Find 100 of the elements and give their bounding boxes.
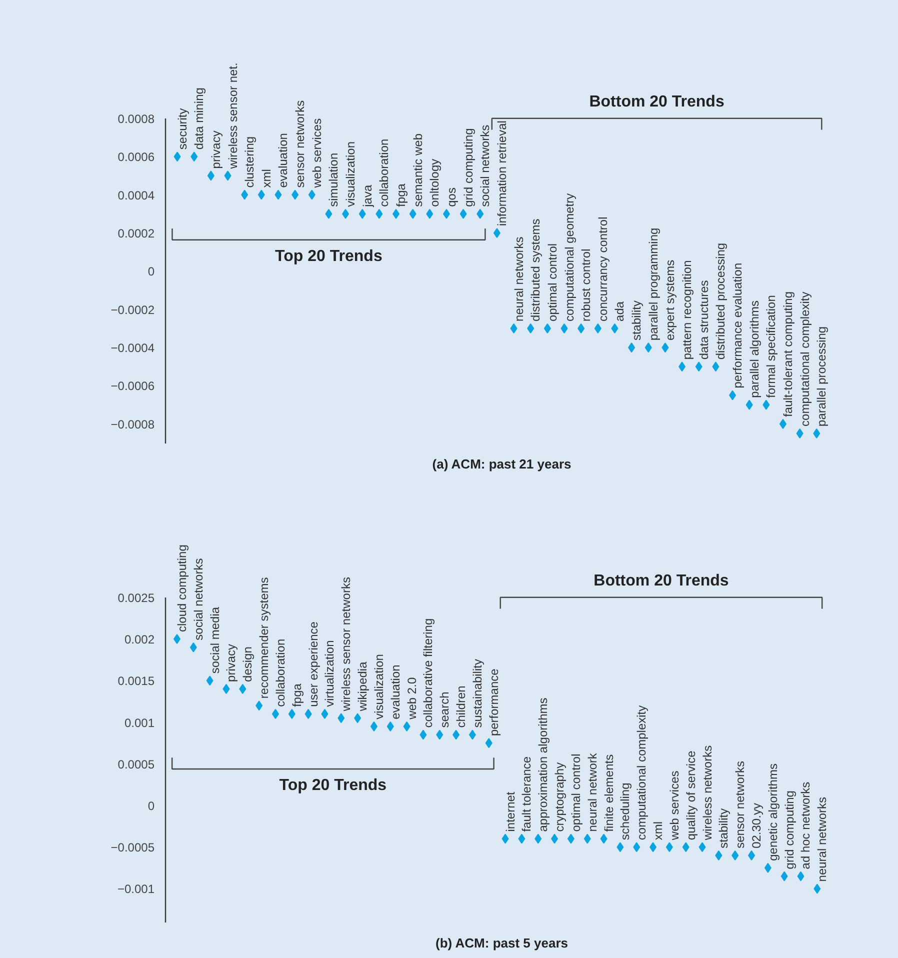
point [534,834,542,844]
point [256,700,263,711]
category-label: quality of service [684,750,698,840]
point [682,842,690,852]
y-tick-label: 0.001 [124,716,155,730]
point [510,323,518,334]
category-label: neural networks [815,796,830,882]
category-label: stability [630,300,644,341]
point [442,208,450,219]
point [551,834,558,844]
category-label: wireless sensor networks [339,577,354,712]
category-label: neural networks [512,236,526,322]
text: (b) ACM: past 5 years [436,936,568,950]
category-label: parallel algorithms [747,300,762,398]
category-label: privacy [224,644,238,682]
point [206,676,214,686]
point [325,208,332,219]
category-label: finite elements [602,754,616,832]
point [628,342,636,353]
point [797,871,804,882]
point [715,850,722,860]
point [567,834,574,844]
category-label: pattern recognition [680,260,694,360]
point [403,721,410,732]
point [780,871,788,882]
category-label: wireless networks [700,745,714,840]
category-label: fpga [394,184,408,207]
point [764,862,772,873]
point [814,884,821,894]
point [729,390,736,400]
point [518,834,526,844]
category-label: scheduling [618,782,632,840]
category-label: sensor networks [293,100,308,188]
category-label: cloud computing [174,544,189,632]
category-label: grid computing [782,790,796,870]
category-label: social networks [478,124,492,207]
point [712,362,720,372]
point [560,323,568,334]
point [420,730,427,740]
point [502,834,509,844]
point [452,730,460,740]
point [292,190,299,200]
point [600,834,608,844]
point [662,342,669,353]
category-label: genetic algorithms [766,764,780,861]
point [272,708,279,719]
category-label: collaboration [377,138,392,207]
category-label: xml [259,169,274,188]
category-label: children [454,686,468,728]
category-label: parallel processing [814,326,829,426]
point [796,428,804,438]
point [376,208,383,219]
point [633,842,640,852]
category-label: ad hoc networks [798,782,813,870]
point [762,400,770,410]
y-tick-label: 0.0002 [118,226,155,240]
category-label: internet [503,792,518,832]
point [308,190,316,200]
y-tick-label: −0.0004 [110,341,155,356]
y-tick-label: 0 [148,798,155,813]
category-label: optimal control [568,754,583,832]
point [732,850,739,860]
category-label: expert systems [663,260,678,341]
category-label: visualization [344,142,358,207]
category-label: wireless sensor net. [226,62,240,169]
category-label: web 2.0 [404,677,419,720]
point [468,730,476,740]
category-label: parallel programming [646,228,660,341]
point [698,842,706,852]
category-label: onltology [428,158,442,207]
point [173,634,180,644]
category-label: collaborative filtering [421,618,436,728]
category-label: design [240,646,255,682]
category-label: performance [486,668,501,736]
point [485,738,492,748]
y-tick-label: 0.0005 [118,757,155,772]
point [224,170,232,181]
point [241,190,248,200]
point [813,428,820,438]
point [527,323,534,334]
category-label: user experience [306,622,320,707]
category-label: distributed systems [528,218,543,322]
category-label: simulation [326,152,341,207]
category-label: evaluation [276,133,290,188]
point [358,208,366,219]
y-tick-label: −0.0006 [110,379,155,394]
category-label: qos [444,188,458,207]
category-label: clustering [242,136,257,188]
category-label: concurrancy control [596,216,610,322]
point [190,152,198,162]
category-label: performance evaluation [730,262,745,388]
category-label: computational complexity [634,705,649,840]
point [616,842,624,852]
point [666,842,673,852]
category-label: neural network [585,753,600,832]
point [578,323,585,334]
category-label: web services [667,770,682,840]
point [342,208,350,219]
point [584,834,591,844]
y-tick-label: 0.0004 [118,188,155,202]
